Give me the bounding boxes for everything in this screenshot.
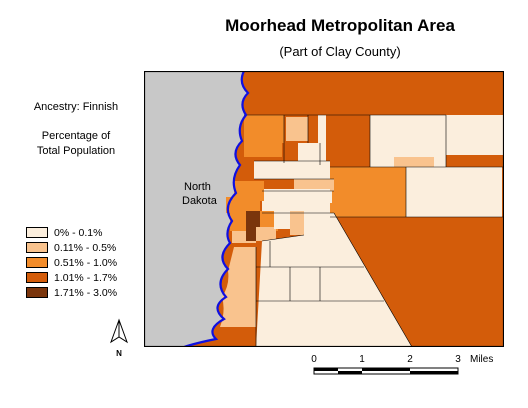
map-frame <box>144 71 504 347</box>
legend-swatch <box>26 272 48 283</box>
legend-heading: Ancestry: Finnish <box>33 101 119 113</box>
tract <box>324 115 370 167</box>
north-arrow: N <box>110 318 128 358</box>
tract <box>406 167 502 217</box>
tract <box>318 115 326 167</box>
scale-bar: 0 1 2 3 Miles <box>311 354 493 375</box>
tract <box>262 189 330 213</box>
tract <box>254 161 330 179</box>
legend-item: 0% - 0.1% <box>26 225 117 240</box>
scale-tick-label: 1 <box>359 354 365 365</box>
tract <box>220 247 256 327</box>
tract <box>274 211 290 229</box>
north-dakota-label-line2: Dakota <box>182 195 217 207</box>
legend-subheading-line2: Total Population <box>36 145 116 157</box>
tract <box>330 167 406 217</box>
tract <box>286 117 308 141</box>
tract <box>256 227 276 241</box>
legend-subheading-line1: Percentage of <box>41 130 111 142</box>
scale-tick-label: 0 <box>311 354 317 365</box>
legend-label: 0.51% - 1.0% <box>54 256 118 269</box>
tract <box>260 211 274 229</box>
legend-item: 0.51% - 1.0% <box>26 255 117 270</box>
tract <box>256 213 412 347</box>
scale-segment <box>338 371 362 374</box>
legend-swatch <box>26 227 48 238</box>
scale-tick-label: 2 <box>407 354 413 365</box>
legend-swatch <box>26 287 48 298</box>
tract <box>294 179 334 191</box>
legend-label: 0.11% - 0.5% <box>54 241 117 254</box>
legend-item: 0.11% - 0.5% <box>26 240 117 255</box>
scale-segment <box>410 371 458 374</box>
north-label: N <box>116 349 122 358</box>
red-river <box>183 71 250 347</box>
tract <box>250 71 504 115</box>
legend-label: 1.71% - 3.0% <box>54 286 118 299</box>
legend-item: 1.01% - 1.7% <box>26 270 117 285</box>
tract <box>290 211 304 235</box>
tract <box>244 115 284 157</box>
north-dakota-area <box>144 71 248 347</box>
legend-swatch <box>26 257 48 268</box>
choropleth-map <box>144 71 504 347</box>
north-dakota-label-line1: North <box>184 181 211 193</box>
scale-tick-label: 3 <box>455 354 461 365</box>
legend-label: 1.01% - 1.7% <box>54 271 118 284</box>
scale-segment <box>314 368 338 371</box>
legend: 0% - 0.1% 0.11% - 0.5% 0.51% - 1.0% 1.01… <box>26 225 117 300</box>
tract-boundaries <box>244 114 504 347</box>
tract <box>446 115 504 155</box>
map-subtitle: (Part of Clay County) <box>279 44 401 59</box>
tract <box>394 157 434 167</box>
scale-segment <box>362 368 410 371</box>
tract <box>234 181 264 201</box>
legend-swatch <box>26 242 48 253</box>
scale-unit-label: Miles <box>470 354 493 365</box>
tract <box>282 143 296 163</box>
tract <box>226 197 260 213</box>
legend-label: 0% - 0.1% <box>54 226 103 239</box>
map-title: Moorhead Metropolitan Area <box>225 16 455 35</box>
tract <box>298 143 320 165</box>
legend-item: 1.71% - 3.0% <box>26 285 117 300</box>
